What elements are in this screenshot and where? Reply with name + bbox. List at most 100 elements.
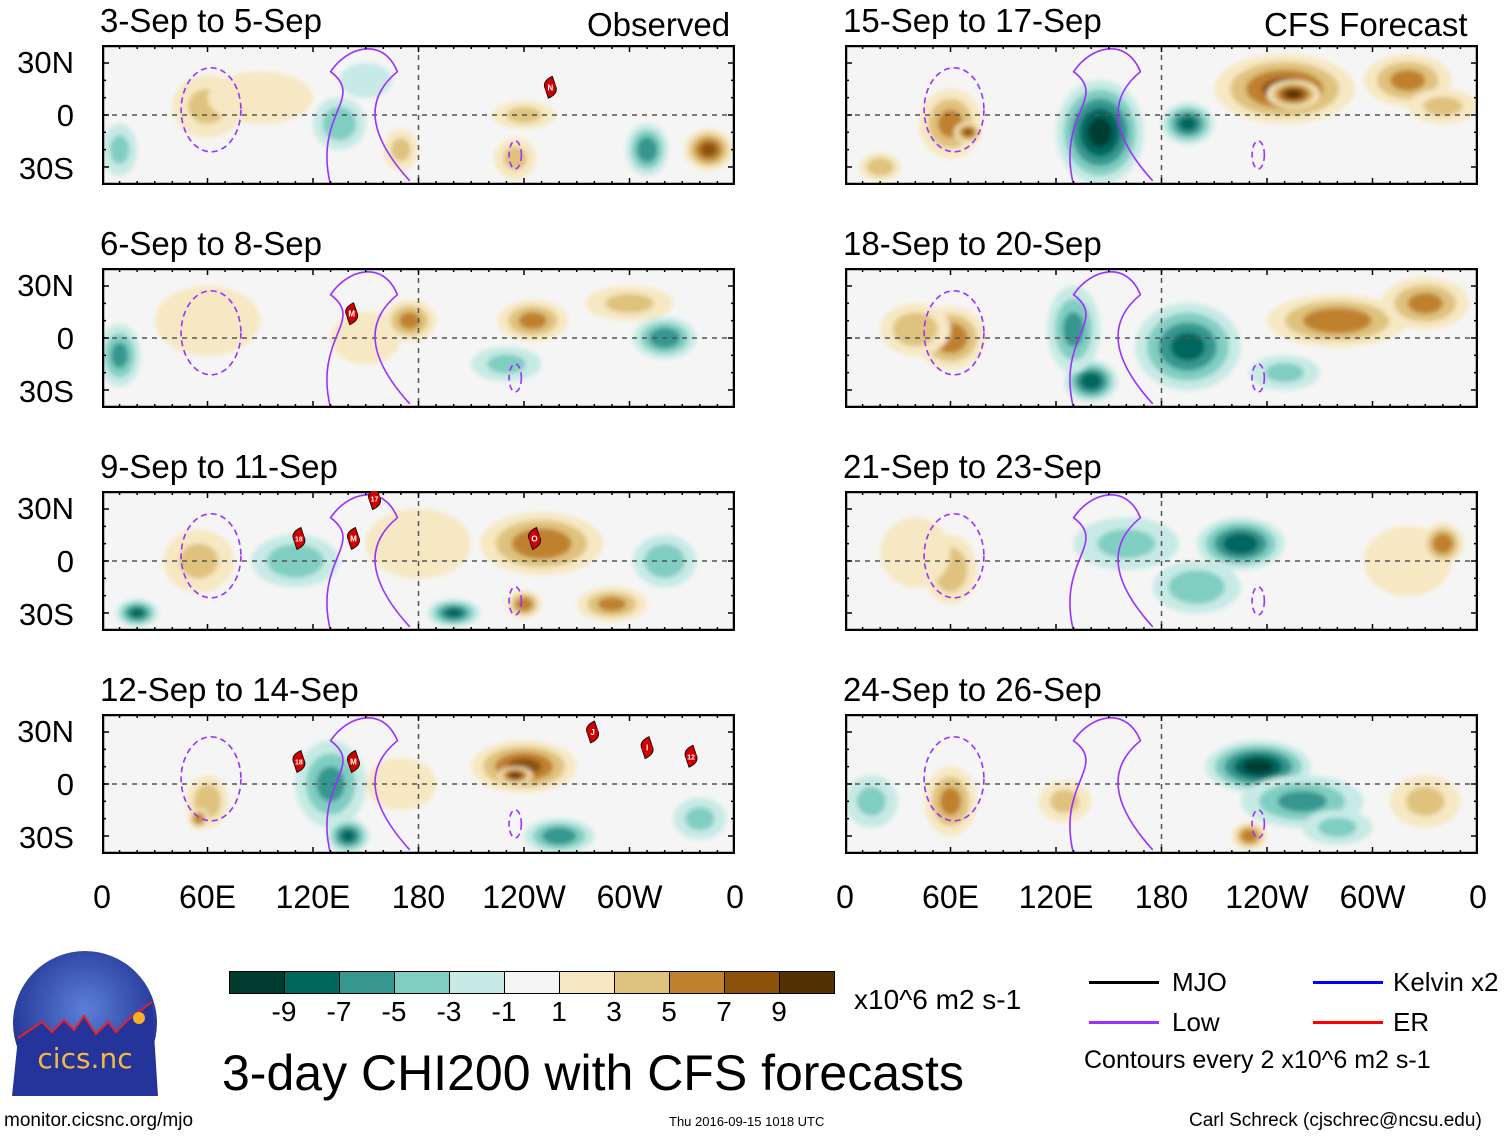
storm-label: M — [350, 534, 357, 543]
anomaly-contour — [892, 312, 938, 347]
low-contour-dashed — [1251, 140, 1266, 170]
anomaly-contour — [963, 128, 973, 136]
storm-label: N — [547, 83, 553, 92]
tropical-cyclone-icon[interactable]: M — [346, 526, 360, 551]
lon-label: 60E — [922, 879, 979, 915]
panel-title: 18-Sep to 20-Sep — [843, 225, 1102, 262]
figure-title: 3-day CHI200 with CFS forecasts — [222, 1045, 964, 1101]
panel-title: 21-Sep to 23-Sep — [843, 448, 1102, 485]
colorbar-label: 3 — [606, 996, 622, 1027]
anomaly-contour — [1317, 817, 1357, 837]
colorbar-label: -5 — [381, 996, 407, 1027]
legend-er: ER — [1393, 1007, 1430, 1037]
lon-label: 180 — [1134, 879, 1189, 915]
lon-label: 60W — [1339, 879, 1406, 915]
lon-label: 120E — [1018, 879, 1094, 915]
low-contour-solid — [1069, 271, 1154, 408]
lon-label: 120W — [482, 879, 566, 915]
tropical-cyclone-icon[interactable]: J — [586, 720, 600, 744]
legend-mjo-line — [1089, 981, 1159, 984]
lat-label: 30S — [18, 597, 74, 632]
map-panel — [845, 45, 1478, 185]
storm-label: 12 — [687, 754, 695, 761]
storm-label: M — [350, 757, 357, 766]
tropical-cyclone-icon[interactable]: O — [528, 526, 542, 551]
website-url[interactable]: monitor.cicsnc.org/mjo — [4, 1110, 194, 1131]
colorbar-label: -1 — [491, 996, 517, 1027]
lon-label: 0 — [836, 879, 854, 915]
map-panel: N — [102, 45, 735, 185]
anomaly-contour — [1063, 311, 1085, 347]
cfs-forecast-label: CFS Forecast — [1264, 6, 1468, 43]
tropical-cyclone-icon[interactable]: 18 — [292, 749, 306, 774]
lat-label: 30S — [18, 374, 74, 409]
lon-label: 120W — [1225, 879, 1309, 915]
lon-label: 120E — [275, 879, 351, 915]
anomaly-contour — [1168, 570, 1225, 604]
colorbar-label: 1 — [551, 996, 567, 1027]
tropical-cyclone-icon[interactable]: I — [640, 736, 654, 760]
colorbar-swatch — [340, 972, 395, 993]
panel-title: 6-Sep to 8-Sep — [100, 225, 322, 262]
anomaly-contour — [391, 138, 411, 162]
tropical-cyclone-icon[interactable]: M — [346, 749, 360, 774]
map-panel — [845, 268, 1478, 408]
lat-label: 30S — [18, 151, 74, 186]
author-credit: Carl Schreck (cjschrec@ncsu.edu) — [1189, 1110, 1482, 1131]
panel-frame — [845, 714, 1478, 854]
low-contour-solid — [326, 271, 411, 408]
tropical-cyclone-icon[interactable]: N — [543, 75, 557, 99]
anomaly-contour — [939, 787, 962, 816]
storm-label: J — [590, 728, 594, 737]
storm-label: 17 — [371, 497, 379, 504]
colorbar-label: -7 — [326, 996, 352, 1027]
colorbar-swatch — [450, 972, 505, 993]
colorbar-swatch — [395, 972, 450, 993]
tropical-cyclone-icon[interactable]: M — [345, 302, 359, 326]
map-panel: M — [102, 268, 735, 408]
colorbar-swatch — [780, 972, 834, 993]
colorbar-label: -3 — [436, 996, 462, 1027]
panel-title: 24-Sep to 26-Sep — [843, 671, 1102, 708]
panel-frame — [845, 268, 1478, 408]
lon-label: 60W — [596, 879, 663, 915]
tropical-cyclone-icon[interactable]: 17 — [368, 491, 382, 511]
anomaly-contour — [1285, 90, 1301, 99]
anomaly-contour — [399, 312, 421, 330]
cicsnc-logo: cics.nc — [12, 950, 158, 1096]
anomaly-contour — [700, 142, 717, 157]
anomaly-contour — [597, 597, 626, 612]
lat-label: 0 — [56, 321, 74, 356]
tropical-cyclone-icon[interactable]: 18 — [292, 526, 306, 551]
lat-label: 30N — [17, 45, 74, 80]
anomaly-contour — [1303, 307, 1372, 334]
anomaly-contour — [445, 608, 463, 618]
anomaly-contour — [856, 786, 886, 816]
low-contour-dashed — [923, 67, 985, 153]
anomaly-contour — [1243, 759, 1273, 775]
low-contour-solid — [1069, 717, 1154, 854]
low-contour-solid — [1069, 48, 1154, 185]
low-contour-solid — [326, 717, 411, 854]
lon-label: 180 — [391, 879, 446, 915]
anomaly-contour — [154, 285, 261, 356]
colorbar-swatch — [560, 972, 615, 993]
tropical-cyclone-icon[interactable]: 12 — [684, 744, 698, 768]
low-contour-dashed — [1251, 586, 1266, 616]
anomaly-contour — [1170, 332, 1206, 361]
colorbar-swatch — [505, 972, 560, 993]
panel-title: 9-Sep to 11-Sep — [100, 448, 338, 485]
low-contour-solid — [326, 48, 411, 185]
colorbar-swatch — [670, 972, 725, 993]
anomaly-contour — [1080, 372, 1102, 390]
panel-frame — [102, 491, 735, 631]
anomaly-contour — [1432, 533, 1454, 554]
panel-frame — [845, 491, 1478, 631]
legend-low-line — [1089, 1021, 1159, 1024]
lon-label: 60E — [179, 879, 236, 915]
panel-frame — [102, 714, 735, 854]
colorbar-swatch — [725, 972, 780, 993]
legend-low: Low — [1172, 1007, 1220, 1037]
anomaly-contour — [130, 608, 145, 618]
legend-kelvin-line — [1313, 981, 1383, 984]
